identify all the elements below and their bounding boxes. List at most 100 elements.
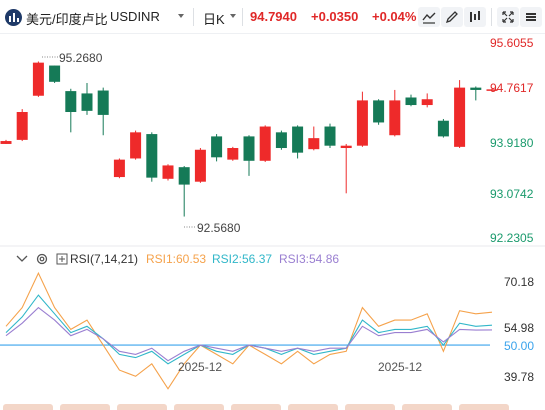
candle-body <box>65 91 77 113</box>
candle-body <box>405 97 417 106</box>
candle-body <box>356 100 368 146</box>
divider <box>491 8 492 26</box>
candle-body <box>81 93 93 111</box>
rsi-title: RSI(7,14,21) <box>70 252 139 266</box>
candle[interactable] <box>49 65 61 83</box>
chart-toolbar: 美元/印度卢比 USDINR 日K 94.7940 +0.0350 +0.04% <box>0 0 545 34</box>
candle-body <box>113 159 125 178</box>
candle[interactable] <box>211 134 223 162</box>
candle-body <box>194 149 206 182</box>
candle[interactable] <box>292 125 304 159</box>
candle-body <box>421 99 433 106</box>
last-price: 94.7940 <box>250 9 297 24</box>
candle-body <box>32 62 44 96</box>
date-axis-label: 2025-12 <box>378 360 423 374</box>
pair-name: 美元/印度卢比 <box>26 12 108 27</box>
candle-body <box>227 148 239 160</box>
candle-body <box>49 65 61 82</box>
candle-body <box>275 132 287 149</box>
candle[interactable] <box>259 125 271 162</box>
price-axis-label: 92.2305 <box>490 231 534 245</box>
candle-body <box>0 141 12 144</box>
candle-body <box>178 167 190 185</box>
rsi-axis-label: 50.00 <box>504 339 535 353</box>
rsi-axis-label: 70.18 <box>504 275 535 289</box>
candle-body <box>162 165 174 179</box>
candle[interactable] <box>405 94 417 107</box>
price-axis-label: 93.9180 <box>490 136 534 150</box>
divider <box>193 8 194 26</box>
bottom-tab-strip <box>0 402 545 410</box>
candle[interactable] <box>162 164 174 181</box>
divider <box>242 8 243 26</box>
candle[interactable] <box>32 61 44 97</box>
candle[interactable] <box>16 109 28 142</box>
candle[interactable] <box>65 88 77 133</box>
candle-body <box>324 126 336 146</box>
candle-body <box>146 134 158 178</box>
candle[interactable] <box>194 148 206 183</box>
interval-selector[interactable]: 日K <box>203 12 225 27</box>
candle-body <box>292 126 304 153</box>
candle[interactable] <box>356 91 368 147</box>
symbol-selector[interactable]: USDINR <box>110 9 160 24</box>
candle-body <box>211 136 223 158</box>
candle[interactable] <box>243 135 255 176</box>
candle[interactable] <box>373 99 385 125</box>
chart-logo-icon <box>5 9 22 26</box>
candle[interactable] <box>0 139 12 144</box>
chevron-down-icon[interactable] <box>178 14 184 18</box>
candle[interactable] <box>227 146 239 161</box>
fullscreen-icon <box>502 11 514 23</box>
candle[interactable] <box>324 123 336 149</box>
candle[interactable] <box>454 80 466 149</box>
candle[interactable] <box>146 132 158 182</box>
price-axis-label: 95.6055 <box>490 36 534 50</box>
draw-icon <box>445 11 458 24</box>
rsi-axis-label: 39.78 <box>504 370 535 384</box>
candle[interactable] <box>437 118 449 138</box>
candle[interactable] <box>81 82 93 115</box>
compare-button[interactable] <box>464 7 486 27</box>
candle[interactable] <box>113 158 125 179</box>
fullscreen-button[interactable] <box>497 7 519 27</box>
candle-body <box>486 89 498 91</box>
candle[interactable] <box>470 86 482 101</box>
add-indicator-icon[interactable] <box>56 253 68 265</box>
price-change-percent: +0.04% <box>372 9 417 24</box>
candle[interactable] <box>421 93 433 108</box>
high-annotation: 95.2680 <box>59 51 103 65</box>
candle-body <box>340 145 352 149</box>
more-icon <box>526 13 536 21</box>
chart-style-button[interactable] <box>418 7 440 27</box>
rsi3-line <box>5 306 493 362</box>
candle-body <box>97 90 109 115</box>
rsi2-legend: RSI2:56.37 <box>212 252 273 266</box>
draw-button[interactable] <box>441 7 463 27</box>
rsi2-line <box>5 294 493 365</box>
candle[interactable] <box>130 130 142 160</box>
chevron-down-icon[interactable] <box>230 14 236 18</box>
date-axis-label: 2025-12 <box>178 360 223 374</box>
rsi-axis-label: 54.98 <box>504 321 535 335</box>
candle[interactable] <box>275 130 287 150</box>
candle[interactable] <box>389 89 401 137</box>
candle-body <box>259 126 271 161</box>
candle[interactable] <box>97 87 109 136</box>
collapse-indicator-icon[interactable] <box>15 253 29 265</box>
price-change: +0.0350 <box>311 9 359 24</box>
candle[interactable] <box>486 88 498 91</box>
price-axis-label: 93.0742 <box>490 187 534 201</box>
candle[interactable] <box>340 143 352 194</box>
candle-body <box>16 112 28 140</box>
candle[interactable] <box>178 166 190 217</box>
rsi1-legend: RSI1:60.53 <box>146 252 207 266</box>
indicator-settings-gear-icon[interactable] <box>35 252 49 266</box>
candle-body <box>389 100 401 136</box>
candle[interactable] <box>308 126 320 151</box>
candle-body <box>130 132 142 159</box>
more-button[interactable] <box>520 7 542 27</box>
price-axis-label: 94.7617 <box>490 81 534 95</box>
candle-body <box>243 136 255 161</box>
